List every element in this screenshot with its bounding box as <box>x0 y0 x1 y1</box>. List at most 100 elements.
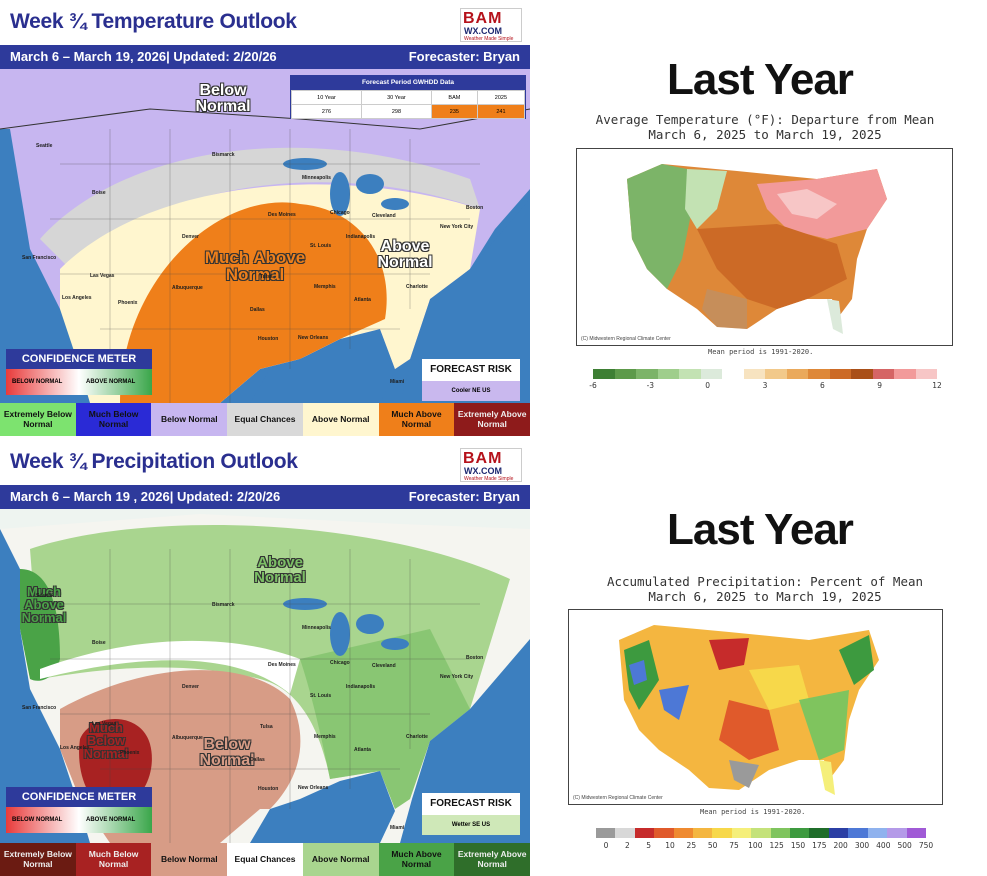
scale-swatch <box>808 369 830 379</box>
scale-swatch <box>765 369 787 379</box>
legend-item-above-normal: Above Normal <box>302 843 379 876</box>
gwhdd-header: 2025 <box>476 90 526 105</box>
scale-swatch <box>906 828 926 838</box>
city-label: Miami <box>390 379 405 385</box>
scale-swatch <box>636 369 658 379</box>
scale-swatch <box>790 828 810 838</box>
legend-item-below-normal: Below Normal <box>151 403 228 436</box>
city-label: Phoenix <box>120 750 140 756</box>
scale-swatch <box>700 369 722 379</box>
confidence-right: ABOVE NORMAL <box>86 379 136 385</box>
legend-item-much-below-normal: Much Below Normal <box>75 843 152 876</box>
confidence-right: ABOVE NORMAL <box>86 817 136 823</box>
scale-swatch <box>712 828 732 838</box>
temp-title: Week ¾ Temperature Outlook <box>10 10 297 33</box>
risk-note: Cooler NE US <box>422 381 520 401</box>
scale-swatch <box>867 828 888 838</box>
scale-tick-label: -6 <box>589 381 597 390</box>
scale-swatch <box>872 369 894 379</box>
region-label-below: Below Normal <box>199 736 255 769</box>
scale-swatch <box>887 828 907 838</box>
gwhdd-header: 10 Year <box>291 90 362 105</box>
temperature-outlook-panel: Week ¾ Temperature Outlook BAM WX.COM We… <box>0 0 530 436</box>
city-label: Houston <box>258 786 279 792</box>
city-label: Boise <box>92 640 106 646</box>
city-label: Atlanta <box>354 747 371 753</box>
city-label: Minneapolis <box>302 175 331 181</box>
legend-item-equal-chances: Equal Chances <box>227 843 303 876</box>
scale-tick-label: -3 <box>646 381 655 390</box>
gwhdd-header: 30 Year <box>360 90 432 105</box>
temp-legend: Extremely Below Normal Much Below Normal B… <box>0 403 530 436</box>
temp-map: Forecast Period GWHDD Data 10 Year 30 Ye… <box>0 69 530 403</box>
city-label: Indianapolis <box>346 234 376 240</box>
last-year-precip-graphic <box>619 625 879 795</box>
city-label: Chicago <box>330 660 350 666</box>
city-label: Tulsa <box>260 724 273 730</box>
confidence-title: CONFIDENCE METER <box>6 787 152 807</box>
map-credit: (C) Midwestern Regional Climate Center <box>581 336 671 342</box>
city-label: Chicago <box>330 210 350 216</box>
city-label: Memphis <box>314 734 336 740</box>
bam-logo: BAM WX.COM Weather Made Simple <box>460 8 522 42</box>
precip-title: Week ¾ Precipitation Outlook <box>10 450 298 473</box>
legend-item-extremely-above-normal: Extremely Above Normal <box>454 403 530 436</box>
scale-swatch <box>614 369 636 379</box>
scale-swatch <box>634 828 655 838</box>
risk-note: Wetter SE US <box>422 815 520 835</box>
scale-tick-label: 50 <box>707 841 718 850</box>
precip-dates: March 6 – March 19 , 2026| Updated: 2/20… <box>10 489 281 504</box>
city-label: Dallas <box>250 307 265 313</box>
scale-swatch <box>657 369 679 379</box>
scale-swatch <box>751 828 771 838</box>
scale-tick-label: 5 <box>646 841 652 850</box>
city-label: St. Louis <box>310 243 332 249</box>
city-label: Des Moines <box>268 662 296 668</box>
scale-swatch <box>722 369 744 379</box>
scale-swatch <box>828 828 849 838</box>
logo-tag: Weather Made Simple <box>464 476 514 482</box>
temp-scale-ticks: -6 -3 0 3 6 9 12 <box>589 381 942 391</box>
gwhdd-table: Forecast Period GWHDD Data 10 Year 30 Ye… <box>290 75 526 119</box>
confidence-gradient: BELOW NORMAL ABOVE NORMAL <box>6 369 152 395</box>
temp-color-scale <box>593 369 937 379</box>
scale-swatch <box>829 369 851 379</box>
precip-confidence-meter: CONFIDENCE METER BELOW NORMAL ABOVE NORM… <box>6 787 152 839</box>
scale-tick-label: 750 <box>918 841 934 850</box>
scale-swatch <box>596 828 616 838</box>
last-year-precip-heading: Last Year <box>667 505 854 554</box>
scale-swatch <box>743 369 765 379</box>
logo-wx: WX.COM <box>464 466 502 476</box>
city-label: Denver <box>182 234 199 240</box>
city-label: Houston <box>258 336 279 342</box>
last-year-temp-dates: March 6, 2025 to March 19, 2025 <box>648 127 882 142</box>
city-label: Indianapolis <box>346 684 376 690</box>
scale-tick-label: 25 <box>686 841 697 850</box>
city-label: San Francisco <box>22 705 57 711</box>
legend-item-above-normal: Above Normal <box>302 403 379 436</box>
scale-tick-label: 75 <box>729 841 739 850</box>
logo-bam: BAM <box>463 450 503 467</box>
scale-tick-label: 200 <box>833 841 848 850</box>
precip-forecaster: Forecaster: Bryan <box>408 489 520 504</box>
scale-swatch <box>654 828 674 838</box>
city-label: New Orleans <box>298 785 329 791</box>
legend-item-extremely-below-normal: Extremely Below Normal <box>0 843 76 876</box>
legend-item-much-above-normal: Much Above Normal <box>378 403 455 436</box>
scale-tick-label: 9 <box>877 381 883 390</box>
last-year-precip-panel: Last Year Accumulated Precipitation: Per… <box>560 445 987 875</box>
gwhdd-title: Forecast Period GWHDD Data <box>291 76 525 90</box>
temp-info-bar: March 6 – March 19, 2026| Updated: 2/20/… <box>0 45 530 69</box>
precip-forecast-risk: FORECAST RISK Wetter SE US <box>422 793 520 835</box>
city-label: Albuquerque <box>172 285 203 291</box>
scale-tick-label: 300 <box>854 841 870 850</box>
precip-info-bar: March 6 – March 19 , 2026| Updated: 2/20… <box>0 485 530 509</box>
scale-swatch <box>770 828 791 838</box>
scale-swatch <box>593 369 615 379</box>
city-label: San Francisco <box>22 255 57 261</box>
scale-tick-label: 0 <box>705 381 711 390</box>
city-label: Bismarck <box>212 602 235 608</box>
city-label: Cleveland <box>372 663 396 669</box>
risk-title: FORECAST RISK <box>430 798 512 809</box>
scale-tick-label: 150 <box>790 841 806 850</box>
